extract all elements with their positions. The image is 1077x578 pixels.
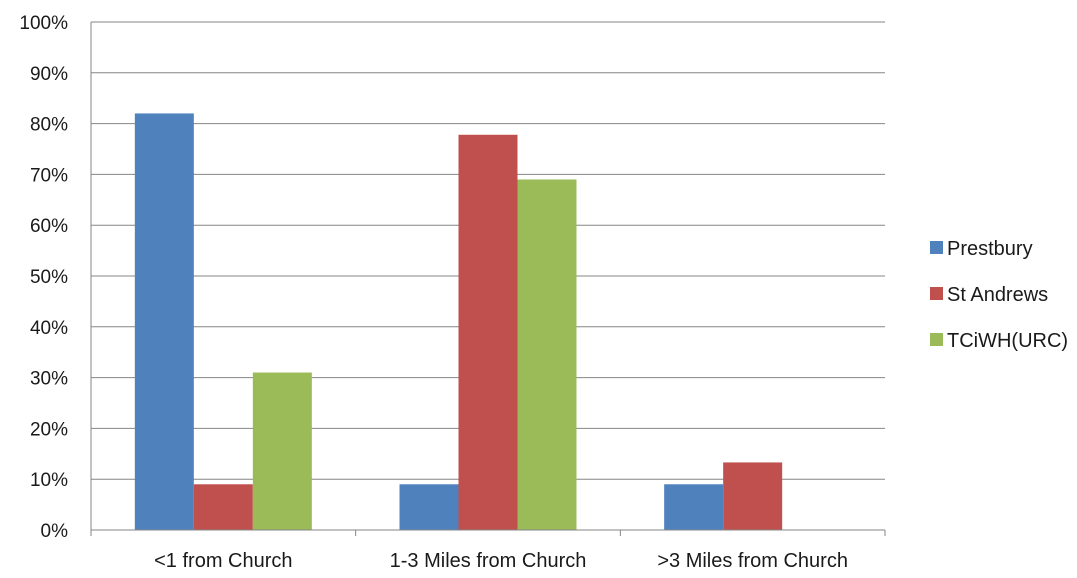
y-tick-label: 50% xyxy=(30,267,68,288)
bar-tciwh-urc- xyxy=(517,179,577,531)
legend-swatch xyxy=(930,287,943,300)
y-tick-label: 80% xyxy=(30,115,68,136)
y-tick-label: 10% xyxy=(30,470,68,491)
y-tick-label: 30% xyxy=(30,369,68,390)
x-tick-label: 1-3 Miles from Church xyxy=(390,550,587,572)
legend-label: Prestbury xyxy=(947,238,1033,260)
y-tick-label: 60% xyxy=(30,216,68,237)
legend: Prestbury St Andrews TCiWH(URC) xyxy=(930,238,1068,352)
y-tick-label: 100% xyxy=(19,13,68,34)
bar-prestbury xyxy=(134,113,194,530)
x-tick-label: >3 Miles from Church xyxy=(657,550,848,572)
y-tick-label: 20% xyxy=(30,419,68,440)
legend-label: TCiWH(URC) xyxy=(947,330,1068,352)
legend-swatch xyxy=(930,241,943,254)
x-tick-label: <1 from Church xyxy=(154,550,292,572)
y-tick-label: 90% xyxy=(30,64,68,85)
y-tick-label: 40% xyxy=(30,318,68,339)
bar-st-andrews xyxy=(193,484,253,530)
legend-swatch xyxy=(930,333,943,346)
bar-prestbury xyxy=(399,484,459,530)
y-tick-label: 70% xyxy=(30,165,68,186)
bar-tciwh-urc- xyxy=(252,372,312,530)
legend-label: St Andrews xyxy=(947,284,1048,306)
bar-prestbury xyxy=(664,484,724,530)
axes: 0% 10% 20% 30% 40% 50% 60% 70% 80% 90% 100% <1 from… xyxy=(19,13,886,572)
y-tick-label: 0% xyxy=(41,521,69,542)
bar-st-andrews xyxy=(458,134,518,530)
bars xyxy=(134,113,783,531)
bar-st-andrews xyxy=(723,462,783,530)
